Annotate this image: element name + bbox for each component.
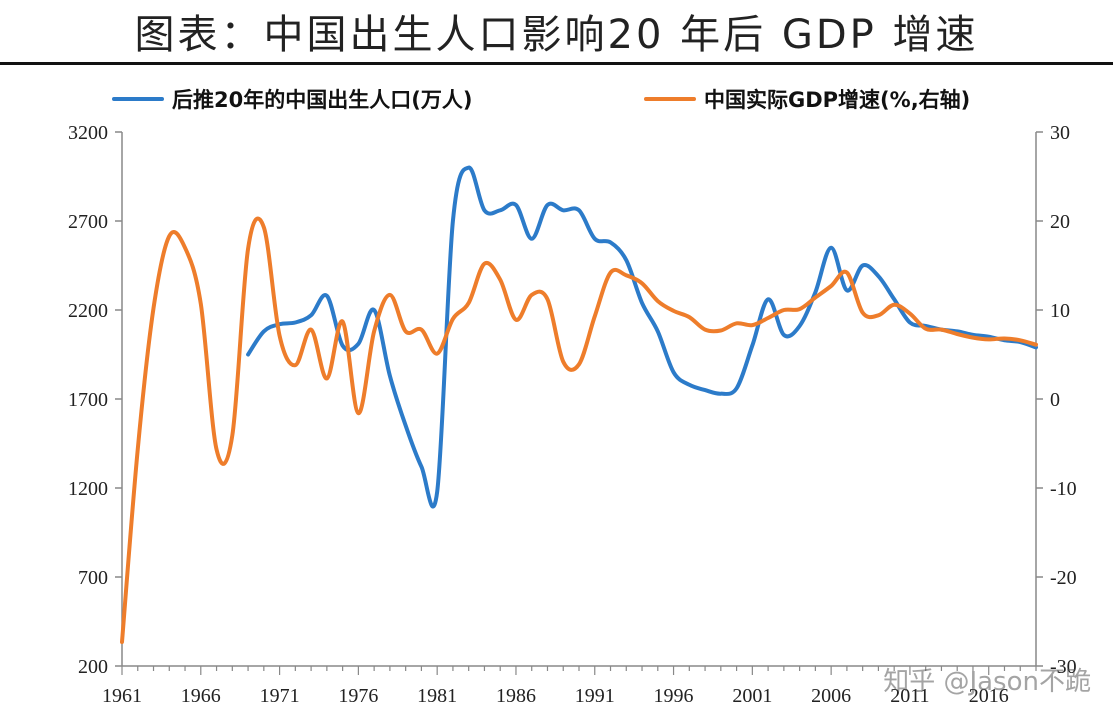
right-tick-label: -10 [1050,478,1077,500]
right-tick-label: 20 [1050,211,1070,233]
x-tick-label: 1996 [654,685,694,707]
series-line-population [246,165,1038,509]
x-tick-label: 1991 [575,685,615,707]
right-tick-label: 10 [1050,300,1070,322]
series-line-gdp [120,216,1038,644]
chart-series [120,165,1038,644]
legend-swatch-population [112,97,164,101]
left-tick-label: 1200 [68,478,108,500]
title-divider [0,62,1113,65]
legend-item-gdp: 中国实际GDP增速(%,右轴) [644,84,970,114]
chart-title: 图表：中国出生人口影响20 年后 GDP 增速 [134,12,979,58]
x-tick-label: 2016 [969,685,1009,707]
chart-axes [115,131,1043,675]
legend-label-gdp: 中国实际GDP增速(%,右轴) [704,88,971,112]
x-tick-label: 1986 [496,685,536,707]
right-tick-label: -30 [1050,656,1077,678]
x-tick-label: 2011 [890,685,929,707]
x-tick-label: 2001 [732,685,772,707]
left-tick-label: 1700 [68,389,108,411]
legend-item-population: 后推20年的中国出生人口(万人) [112,84,472,114]
x-tick-label: 1981 [417,685,457,707]
left-tick-label: 700 [78,567,108,589]
watermark-text: 知乎 @Jason不跪 [883,667,1091,697]
left-tick-label: 2700 [68,211,108,233]
left-tick-label: 3200 [68,122,108,144]
right-tick-label: 30 [1050,122,1070,144]
right-tick-label: 0 [1050,389,1060,411]
x-tick-label: 1971 [260,685,300,707]
x-tick-label: 1966 [181,685,221,707]
left-tick-label: 2200 [68,300,108,322]
right-tick-label: -20 [1050,567,1077,589]
tick-labels: 200 700 1200 1700 2200 2700 3200 -30 -20 -10 0 10 20… [68,122,1077,707]
x-tick-label: 1961 [102,685,142,707]
legend-label-population: 后推20年的中国出生人口(万人) [172,88,473,112]
x-tick-label: 2006 [811,685,851,707]
x-tick-label: 1976 [338,685,378,707]
legend-swatch-gdp [644,97,696,101]
left-tick-label: 200 [78,656,108,678]
